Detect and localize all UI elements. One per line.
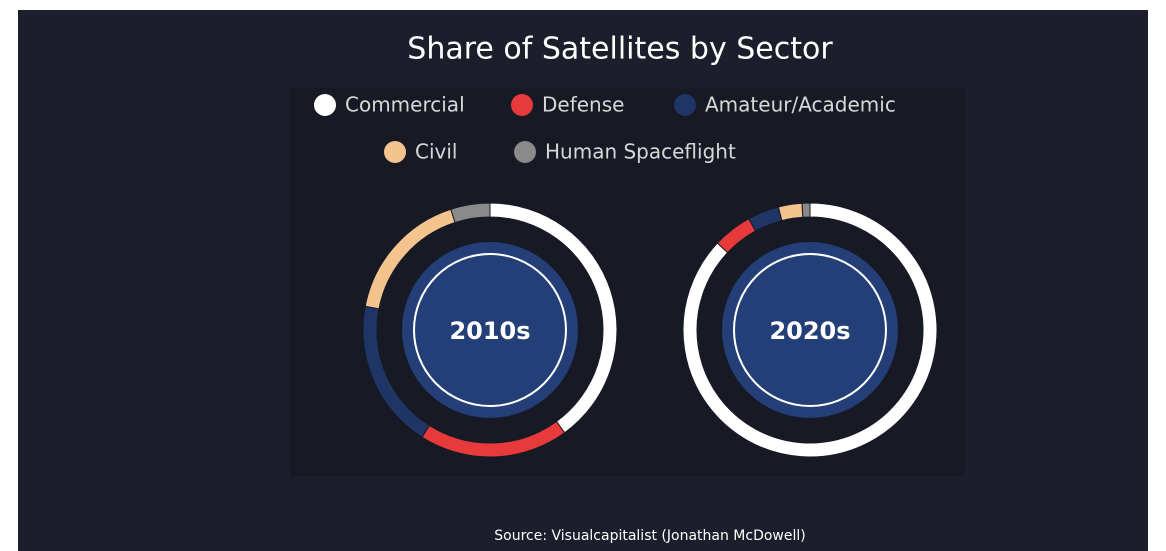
globe [722, 242, 898, 418]
donut-segment [801, 202, 811, 218]
legend-label: Defense [542, 93, 624, 117]
donut-segment [450, 202, 491, 224]
source-note: Source: Visualcapitalist (Jonathan McDow… [494, 528, 805, 544]
legend-label: Civil [415, 140, 457, 164]
legend-label: Amateur/Academic [705, 93, 896, 117]
chart-title: Share of Satellites by Sector [407, 32, 833, 67]
legend-label: Human Spaceflight [545, 140, 736, 164]
legend-swatch [384, 141, 406, 163]
legend-swatch [511, 94, 533, 116]
donut-center-label: 2020s [769, 317, 850, 345]
legend-label: Commercial [345, 93, 465, 117]
globe [402, 242, 578, 418]
legend-swatch [674, 94, 696, 116]
globe-ring [733, 253, 887, 407]
donut-segment [682, 202, 938, 458]
legend-swatch [514, 141, 536, 163]
donut-segment [777, 202, 804, 222]
donut-center-label: 2010s [449, 317, 530, 345]
globe-ring [413, 253, 567, 407]
legend-swatch [314, 94, 336, 116]
